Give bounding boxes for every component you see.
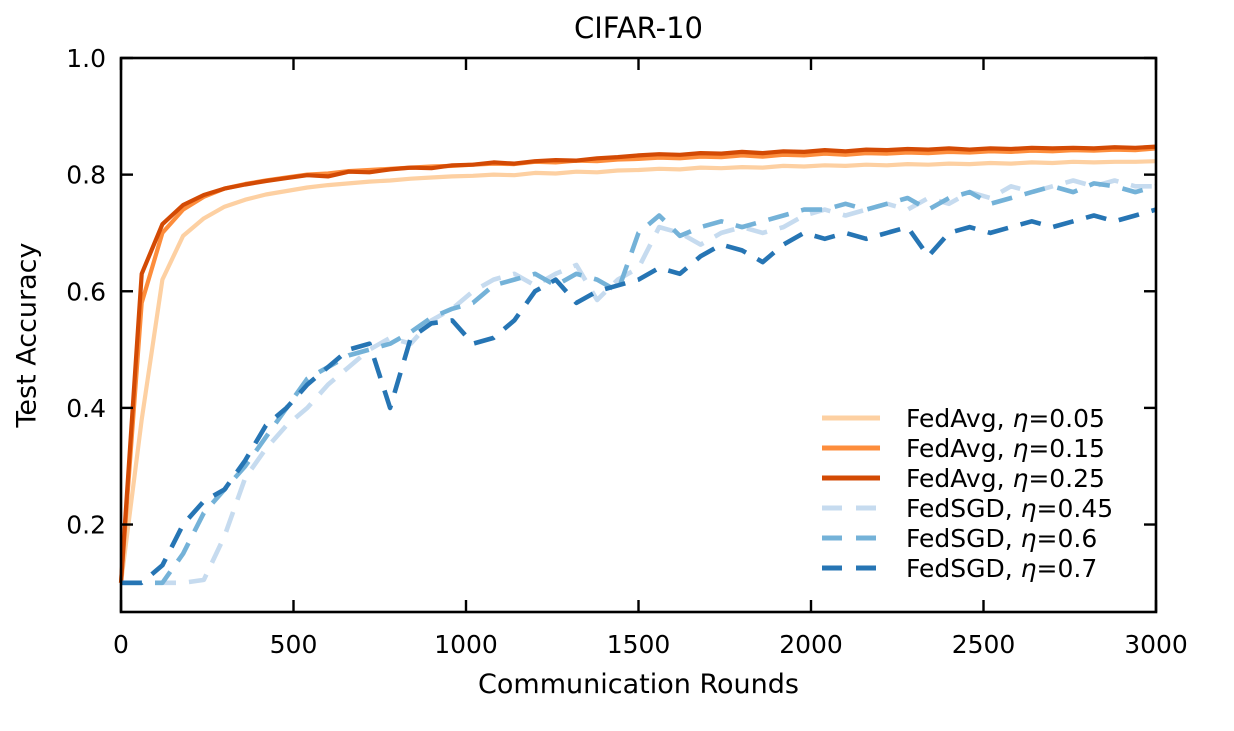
y-tick-label: 0.6 (66, 277, 106, 306)
y-tick-label: 0.8 (66, 161, 106, 190)
series-line-fedsgd-eta-0.7 (121, 207, 1157, 586)
legend-label: FedAvg, η=0.25 (906, 464, 1105, 493)
series-line-fedavg-eta-0.25 (118, 144, 1157, 583)
legend-item-fedavg-eta-0.25: FedAvg, η=0.25 (822, 464, 1105, 493)
legend-label: FedAvg, η=0.15 (906, 434, 1105, 463)
legend-label: FedSGD, η=0.6 (906, 524, 1097, 553)
legend-label: FedAvg, η=0.05 (906, 404, 1105, 433)
x-tick-label: 3000 (1124, 630, 1188, 659)
legend-label: FedSGD, η=0.45 (906, 494, 1113, 523)
x-tick-label: 2000 (779, 630, 843, 659)
legend-item-fedavg-eta-0.15: FedAvg, η=0.15 (822, 434, 1105, 463)
legend-item-fedsgd-eta-0.6: FedSGD, η=0.6 (822, 524, 1097, 553)
y-tick-label: 0.4 (66, 394, 106, 423)
x-tick-label: 1500 (607, 630, 671, 659)
legend-item-fedsgd-eta-0.45: FedSGD, η=0.45 (822, 494, 1113, 523)
x-tick-label: 500 (270, 630, 318, 659)
x-axis-label: Communication Rounds (478, 669, 799, 700)
chart-title: CIFAR-10 (574, 11, 703, 45)
series-line-fedsgd-eta-0.6 (121, 181, 1157, 586)
x-tick-label: 2500 (952, 630, 1016, 659)
y-tick-label: 0.2 (66, 511, 106, 540)
legend-label: FedSGD, η=0.7 (906, 554, 1097, 583)
x-tick-label: 0 (113, 630, 129, 659)
legend-item-fedsgd-eta-0.7: FedSGD, η=0.7 (822, 554, 1097, 583)
x-tick-label: 1000 (434, 630, 498, 659)
legend-item-fedavg-eta-0.05: FedAvg, η=0.05 (822, 404, 1105, 433)
y-tick-label: 1.0 (66, 44, 106, 73)
series-line-fedavg-eta-0.05 (118, 159, 1157, 584)
series-line-fedsgd-eta-0.45 (121, 178, 1156, 586)
